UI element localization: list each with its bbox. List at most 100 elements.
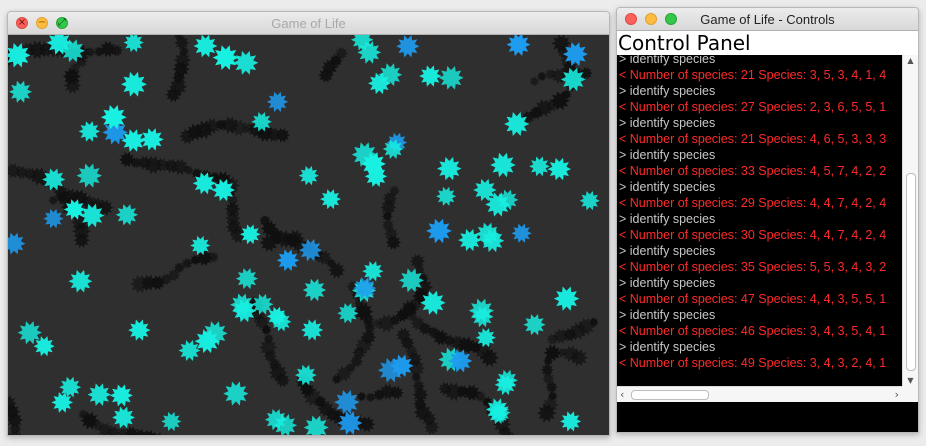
life-board-canvas (8, 28, 600, 435)
dead-cell-trail (479, 348, 500, 367)
live-cell (235, 268, 258, 290)
live-cell (240, 224, 261, 245)
game-window-titlebar[interactable]: × − ⤢ Game of Life (8, 12, 609, 35)
dead-cell-trail (286, 229, 305, 247)
minimize-window-button[interactable]: − (36, 17, 48, 29)
live-cell (523, 314, 546, 336)
dead-cell-trail (96, 199, 114, 216)
dead-cell-trail (27, 40, 48, 60)
live-cell (194, 329, 220, 354)
console-command-line: > identify species (619, 308, 716, 322)
zoom-window-button[interactable]: ⤢ (56, 17, 68, 29)
dead-cell-trail (179, 46, 190, 57)
game-window-title: Game of Life (271, 16, 346, 31)
close-window-button[interactable]: × (16, 17, 28, 29)
console-command-line: > identify species (619, 55, 716, 66)
live-cell (102, 120, 128, 145)
live-cell (529, 156, 550, 177)
dead-cell-trail (536, 71, 547, 82)
live-cell (298, 239, 323, 262)
life-board[interactable] (8, 28, 609, 435)
console-response-line: < Number of species: 35 Species: 5, 5, 3… (619, 260, 887, 274)
console-response-line: < Number of species: 29 Species: 4, 4, 7… (619, 196, 887, 210)
live-cell (350, 29, 374, 51)
dead-cell-trail (225, 219, 242, 235)
controls-window-titlebar[interactable]: Game of Life - Controls (617, 8, 918, 31)
dead-cell-trail (207, 251, 219, 263)
dead-cell-trail (364, 323, 376, 334)
live-cell (17, 321, 42, 345)
dead-cell-trail (93, 46, 105, 57)
live-cell (562, 42, 588, 67)
live-cell (438, 66, 464, 90)
dead-cell-trail (227, 194, 239, 206)
live-cell (100, 105, 127, 130)
live-cell (320, 189, 341, 210)
live-cell (76, 163, 102, 188)
scroll-up-icon[interactable]: ▲ (907, 56, 914, 65)
live-cell (112, 406, 135, 429)
command-input[interactable] (617, 402, 918, 432)
live-cell (298, 166, 319, 186)
live-cell (426, 218, 452, 244)
dead-cell-trail (99, 41, 117, 58)
vertical-scroll-thumb[interactable] (906, 173, 916, 371)
dead-cell-trail (8, 429, 22, 435)
live-cell (33, 336, 55, 357)
close-icon: × (17, 17, 27, 28)
vertical-scrollbar[interactable]: ▲ ▼ (902, 55, 918, 386)
control-panel-heading: Control Panel (618, 31, 751, 55)
live-cell (46, 30, 72, 55)
dead-cell-trail (23, 167, 38, 181)
live-cell (266, 306, 287, 326)
dead-cell-trail (263, 333, 275, 344)
live-cell (337, 411, 363, 435)
live-cell (419, 65, 442, 87)
live-cell (579, 191, 600, 211)
zoom-window-button[interactable] (665, 13, 677, 25)
live-cell (42, 168, 66, 191)
horizontal-scroll-thumb[interactable] (631, 390, 709, 400)
dead-cell-trail (168, 78, 188, 96)
live-cell (494, 374, 517, 396)
console-command-line: > identify species (619, 180, 716, 194)
live-cell (68, 269, 93, 293)
console-command-line: > identify species (619, 148, 716, 162)
dead-cell-trail (63, 77, 82, 94)
dead-cell-trail (569, 349, 588, 367)
dead-cell-trail (356, 391, 367, 402)
dead-cell-trail (498, 425, 513, 435)
dead-cell-trail (129, 157, 142, 169)
live-cell (8, 80, 33, 103)
dead-cell-trail (507, 432, 514, 435)
live-cell (295, 364, 317, 386)
dead-cell-trail (224, 201, 241, 217)
close-window-button[interactable] (625, 13, 637, 25)
dead-cell-trail (258, 338, 278, 357)
live-cell (353, 277, 377, 300)
scroll-right-icon[interactable]: › (894, 388, 899, 401)
dead-cell-trail (381, 219, 395, 232)
game-window: × − ⤢ Game of Life (7, 11, 610, 436)
dead-cell-trail (365, 392, 376, 403)
console-command-line: > identify species (619, 212, 716, 226)
live-cell (78, 121, 101, 142)
dead-cell-trail (280, 233, 292, 244)
live-cell (109, 384, 133, 407)
dead-cell-trail (334, 46, 349, 60)
minimize-window-button[interactable] (645, 13, 657, 25)
console-output[interactable]: > identify species < Number of species: 2… (617, 55, 902, 386)
scrollbar-corner (902, 386, 918, 402)
live-cell (123, 32, 144, 53)
dead-cell-trail (203, 117, 221, 135)
scroll-down-icon[interactable]: ▼ (907, 376, 914, 385)
live-cell (251, 293, 274, 315)
live-cell (437, 156, 462, 181)
dead-cell-trail (556, 347, 567, 358)
dead-cell-trail (153, 432, 161, 435)
scroll-left-icon[interactable]: ‹ (620, 388, 625, 401)
horizontal-scrollbar[interactable]: ‹ › (617, 386, 902, 402)
dead-cell-trail (259, 233, 279, 252)
live-cell (490, 152, 516, 178)
live-cell (475, 328, 496, 348)
